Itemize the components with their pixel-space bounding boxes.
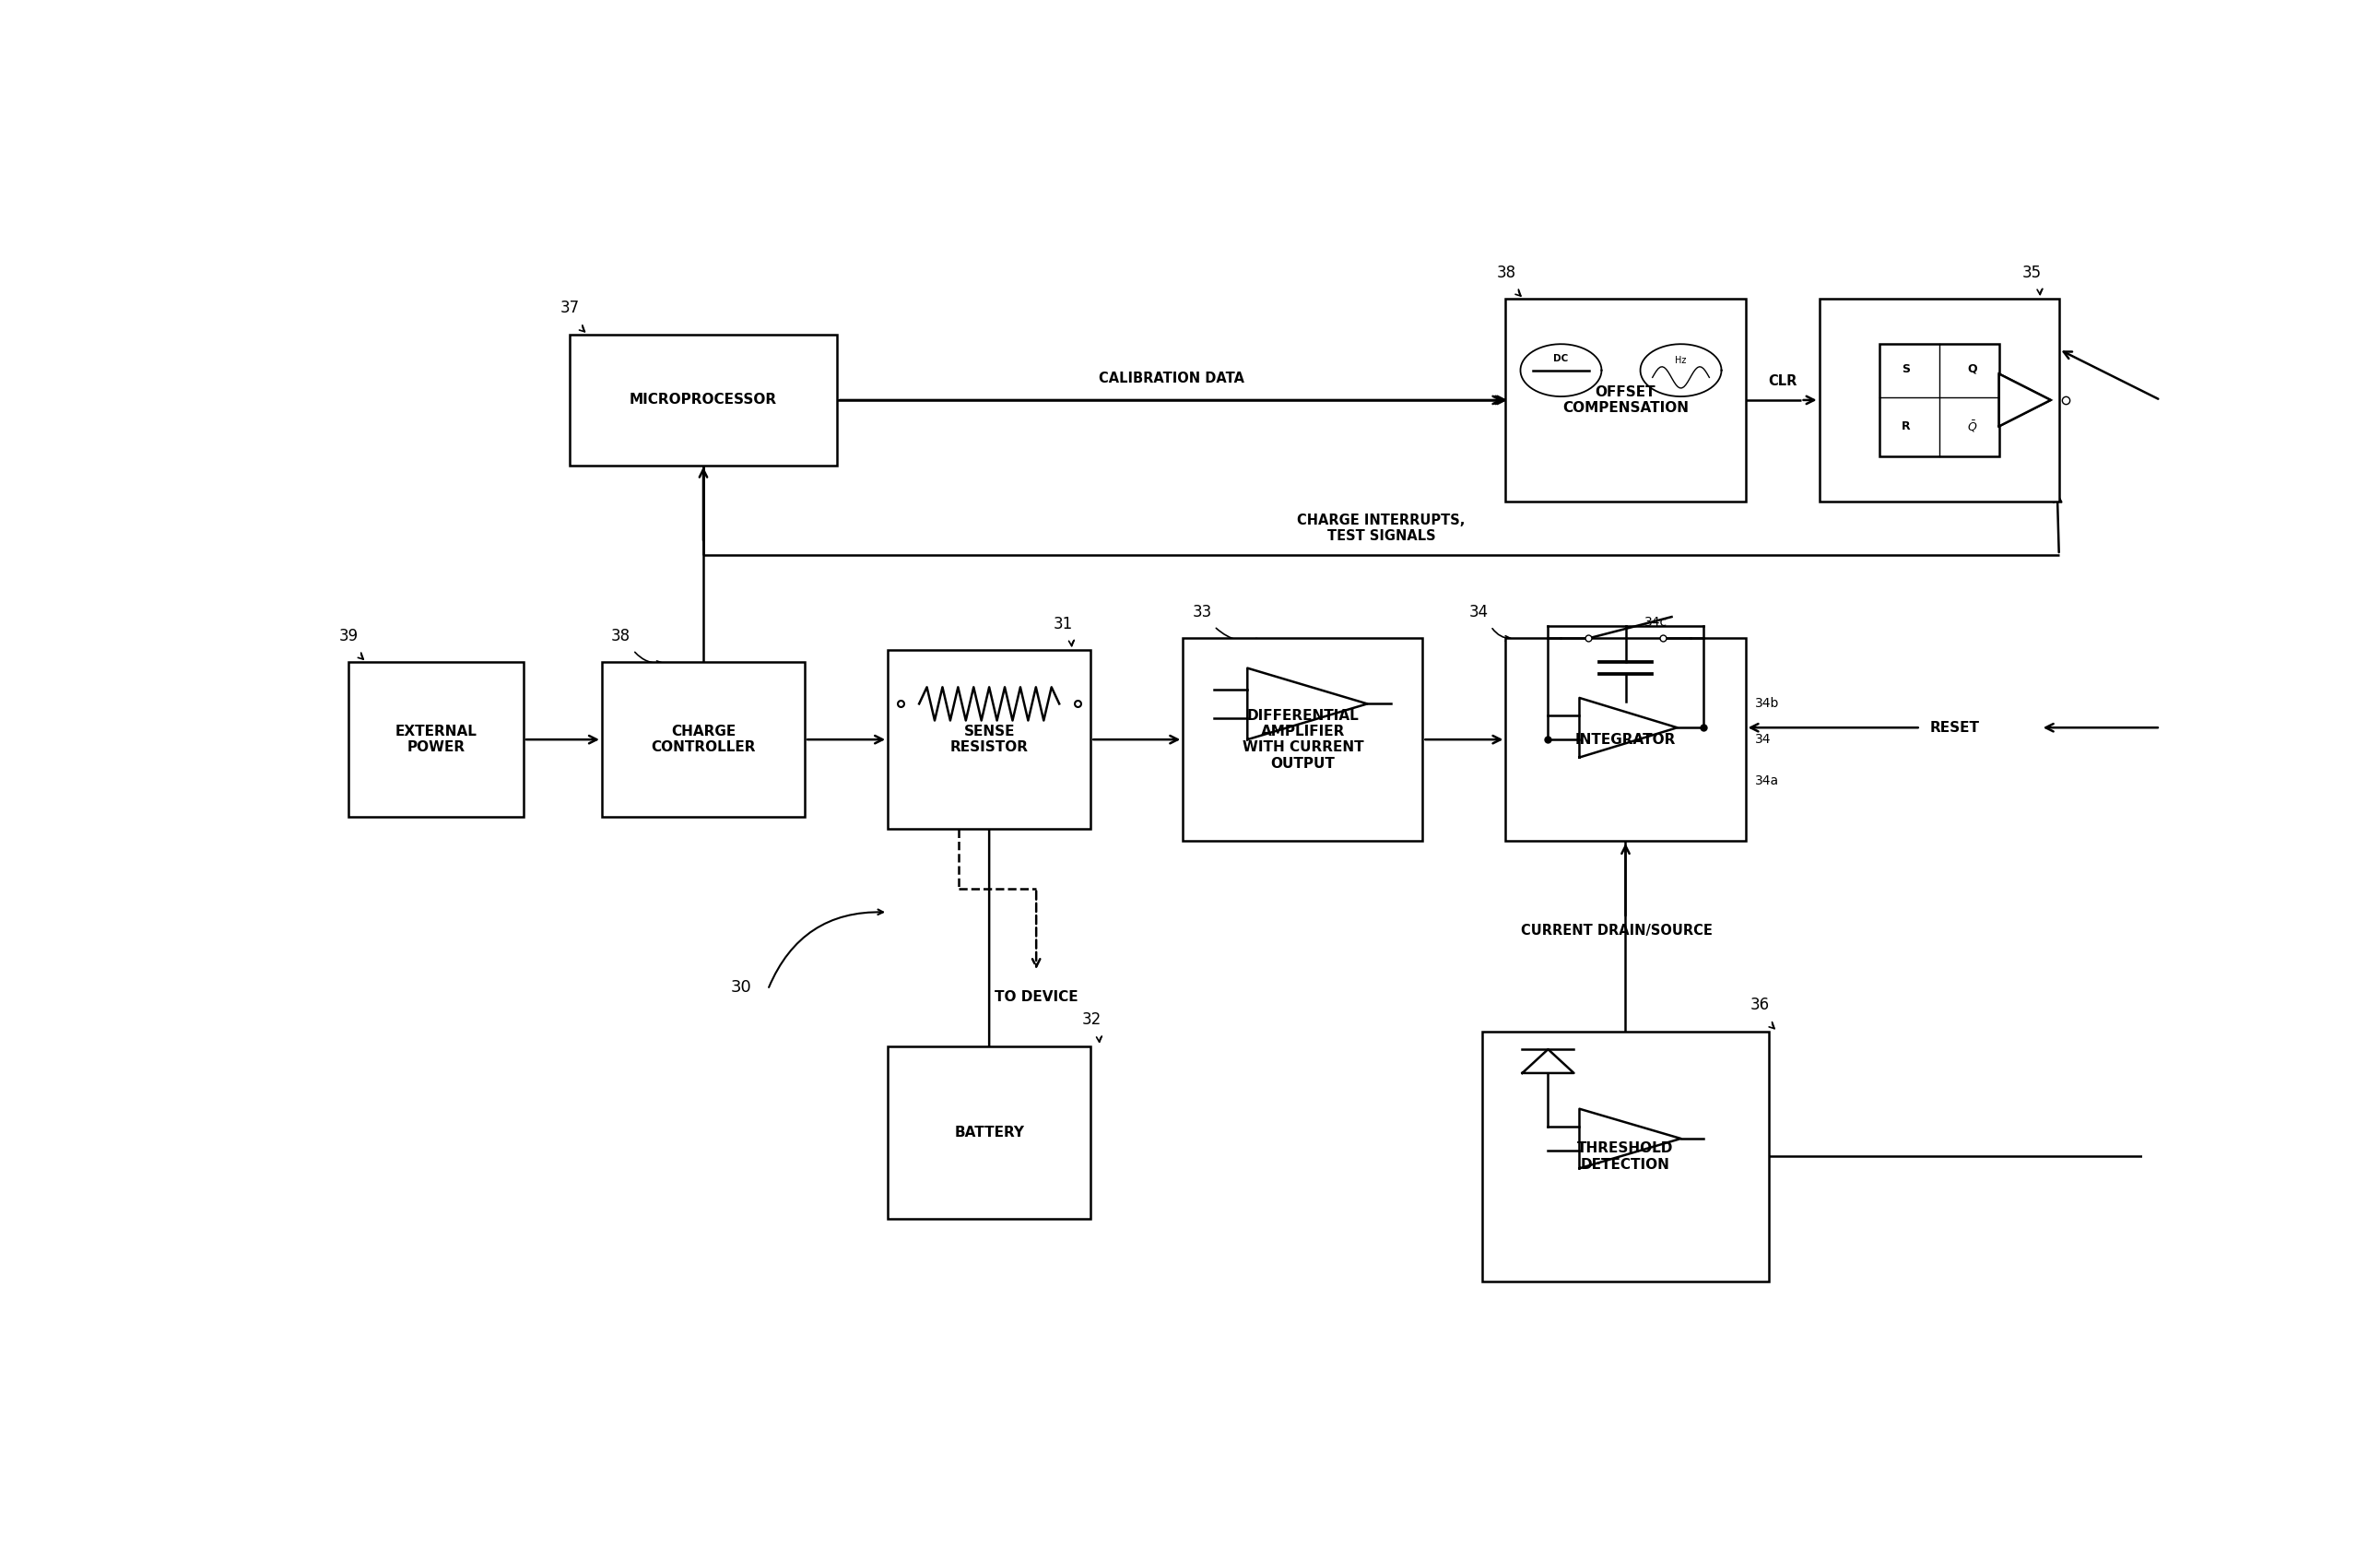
Text: CHARGE INTERRUPTS,
TEST SIGNALS: CHARGE INTERRUPTS, TEST SIGNALS	[1297, 514, 1466, 543]
Text: CURRENT DRAIN/SOURCE: CURRENT DRAIN/SOURCE	[1521, 924, 1711, 937]
Text: SENSE
RESISTOR: SENSE RESISTOR	[950, 724, 1028, 755]
FancyBboxPatch shape	[602, 662, 804, 817]
Text: Hz: Hz	[1676, 356, 1687, 365]
Text: 34: 34	[1754, 733, 1771, 746]
Text: Q: Q	[1968, 364, 1978, 374]
FancyBboxPatch shape	[1880, 343, 1999, 456]
Text: 33: 33	[1192, 603, 1211, 620]
Text: 34c: 34c	[1645, 616, 1666, 628]
Text: 39: 39	[338, 628, 359, 644]
Text: 36: 36	[1749, 996, 1768, 1013]
Text: 34: 34	[1468, 603, 1488, 620]
Text: $\bar{Q}$: $\bar{Q}$	[1968, 419, 1978, 433]
Text: 34a: 34a	[1754, 775, 1778, 787]
Text: DIGITAL LOGIC: DIGITAL LOGIC	[1883, 393, 1997, 407]
Text: 34b: 34b	[1754, 698, 1778, 710]
Text: INTEGRATOR: INTEGRATOR	[1576, 733, 1676, 747]
Text: S: S	[1902, 364, 1911, 374]
Text: TO DEVICE: TO DEVICE	[995, 990, 1078, 1004]
Text: RESET: RESET	[1930, 721, 1980, 735]
Text: DIFFERENTIAL
AMPLIFIER
WITH CURRENT
OUTPUT: DIFFERENTIAL AMPLIFIER WITH CURRENT OUTP…	[1242, 709, 1364, 770]
Text: EXTERNAL
POWER: EXTERNAL POWER	[395, 724, 476, 755]
FancyBboxPatch shape	[1483, 1032, 1768, 1281]
FancyBboxPatch shape	[1183, 639, 1423, 842]
Text: BATTERY: BATTERY	[954, 1126, 1023, 1140]
Text: CALIBRATION DATA: CALIBRATION DATA	[1100, 371, 1245, 385]
FancyBboxPatch shape	[888, 1046, 1090, 1219]
FancyBboxPatch shape	[1507, 639, 1745, 842]
FancyBboxPatch shape	[347, 662, 524, 817]
Text: 35: 35	[2023, 265, 2042, 282]
Text: THRESHOLD
DETECTION: THRESHOLD DETECTION	[1578, 1142, 1673, 1171]
Text: OFFSET
COMPENSATION: OFFSET COMPENSATION	[1561, 385, 1690, 415]
Text: R: R	[1902, 421, 1911, 432]
Text: 37: 37	[559, 300, 581, 317]
Text: 38: 38	[612, 628, 631, 644]
Text: 31: 31	[1054, 616, 1073, 633]
FancyBboxPatch shape	[1507, 299, 1745, 501]
Text: MICROPROCESSOR: MICROPROCESSOR	[628, 393, 778, 407]
Text: 32: 32	[1081, 1012, 1102, 1029]
Text: 30: 30	[731, 979, 752, 996]
FancyBboxPatch shape	[569, 334, 838, 466]
Text: CHARGE
CONTROLLER: CHARGE CONTROLLER	[652, 724, 754, 755]
FancyBboxPatch shape	[1818, 299, 2059, 501]
Polygon shape	[1999, 374, 2052, 427]
Text: CLR: CLR	[1768, 374, 1797, 388]
Text: 38: 38	[1497, 265, 1516, 282]
FancyBboxPatch shape	[888, 650, 1090, 829]
Text: DC: DC	[1554, 354, 1568, 364]
